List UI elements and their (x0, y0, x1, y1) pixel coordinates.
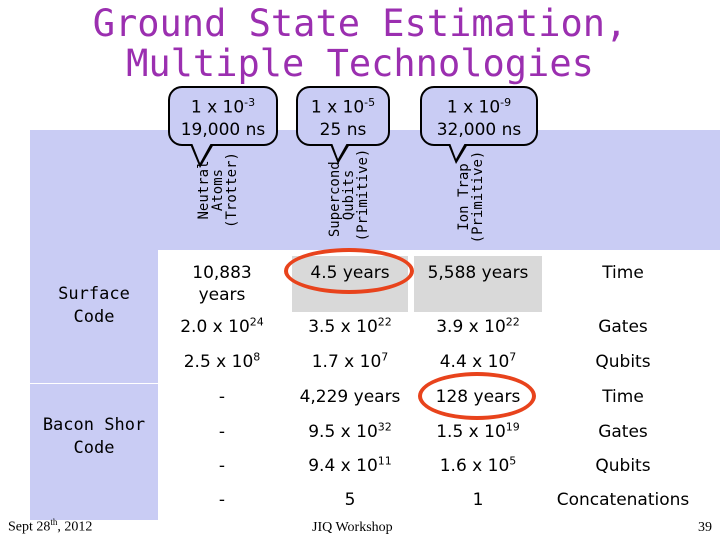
row-label-qubits: Qubits (595, 456, 651, 476)
cell-bs-time-neutral: - (218, 387, 226, 407)
row-label-column (30, 250, 158, 520)
cell-bs-qubits-neutral: - (218, 456, 226, 476)
header-band (30, 130, 720, 250)
cell-sc-time-neutral: 10,883 years (192, 263, 252, 305)
highlight-ellipse-supercond-time (284, 248, 414, 294)
cell-bs-concat-iontrap: 1 (472, 490, 484, 510)
cell-sc-qubits-supercond: 1.7 x 107 (311, 350, 389, 372)
cell-sc-qubits-iontrap: 4.4 x 107 (439, 350, 517, 372)
cell-bs-gates-iontrap: 1.5 x 1019 (436, 420, 520, 442)
iontrap-time-box (414, 256, 542, 312)
row-label-time: Time (602, 263, 644, 283)
cell-sc-gates-iontrap: 3.9 x 1022 (436, 315, 520, 337)
page-number: 39 (698, 520, 712, 535)
footer-date: Sept 28th, 2012 (8, 517, 93, 535)
title-line-1: Ground State Estimation, (92, 2, 628, 45)
callout-neutral-atoms: 1 x 10-3 19,000 ns (168, 86, 278, 146)
row-label-concatenations: Concatenations (556, 490, 690, 510)
callout-ion-trap: 1 x 10-9 32,000 ns (420, 86, 538, 146)
footer-event: JIQ Workshop (312, 520, 393, 535)
row-label-time: Time (602, 387, 644, 407)
cell-sc-gates-neutral: 2.0 x 1024 (180, 315, 264, 337)
callout-tail-fill (192, 143, 211, 163)
cell-bs-gates-supercond: 9.5 x 1032 (308, 420, 392, 442)
cell-sc-gates-supercond: 3.5 x 1022 (308, 315, 392, 337)
cell-bs-concat-supercond: 5 (344, 490, 356, 510)
slide-title: Ground State Estimation, Multiple Techno… (0, 4, 720, 84)
row-label-qubits: Qubits (595, 352, 651, 372)
cell-bs-qubits-iontrap: 1.6 x 105 (439, 454, 517, 476)
highlight-ellipse-iontrap-time (418, 372, 536, 420)
section-divider (30, 383, 158, 384)
cell-sc-qubits-neutral: 2.5 x 108 (183, 350, 261, 372)
cell-bs-time-supercond: 4,229 years (299, 387, 401, 407)
callout-tail-fill (450, 143, 465, 159)
section-label-surface-code: Surface Code (58, 284, 130, 327)
cell-bs-qubits-supercond: 9.4 x 1011 (308, 454, 392, 476)
cell-bs-gates-neutral: - (218, 422, 226, 442)
cell-bs-concat-neutral: - (218, 490, 226, 510)
callout-tail-fill (332, 143, 347, 159)
callout-supercond: 1 x 10-5 25 ns (296, 86, 390, 146)
section-label-bacon-shor: Bacon Shor Code (42, 415, 146, 458)
cell-sc-time-iontrap: 5,588 years (427, 263, 529, 283)
row-label-gates: Gates (598, 317, 648, 337)
title-line-2: Multiple Technologies (126, 42, 594, 85)
row-label-gates: Gates (598, 422, 648, 442)
